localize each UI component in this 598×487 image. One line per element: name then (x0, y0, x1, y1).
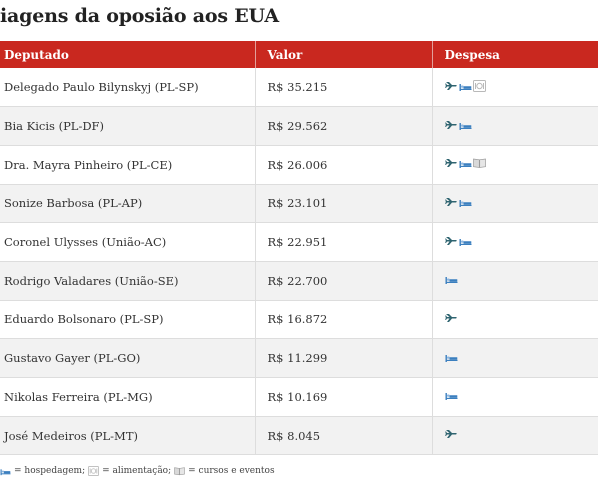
page-title: iagens da oposião aos EUA (0, 5, 279, 27)
expense-icons (444, 119, 472, 131)
bed-icon (459, 196, 472, 208)
plane-icon (444, 157, 458, 169)
cell-deputado: Delegado Paulo Bilynskyj (PL-SP) (0, 68, 256, 108)
expenses-table: Deputado Valor Despesa Delegado Paulo Bi… (0, 41, 598, 456)
cell-valor: R$ 10.169 (255, 377, 433, 417)
plane-icon (444, 235, 458, 247)
table-row: Coronel Ulysses (União-AC) R$ 22.951 (0, 222, 598, 262)
expense-icons (444, 79, 486, 92)
table-row: Delegado Paulo Bilynskyj (PL-SP) R$ 35.21… (0, 68, 598, 108)
cell-deputado: Gustavo Gayer (PL-GO) (0, 338, 256, 378)
cell-despesa (432, 106, 598, 146)
cell-deputado: Sonize Barbosa (PL-AP) (0, 184, 256, 224)
bed-icon (459, 80, 472, 92)
cell-valor: R$ 16.872 (255, 300, 433, 340)
plate-icon (472, 79, 486, 92)
bed-icon (445, 273, 458, 285)
expense-icons (445, 351, 458, 363)
book-icon (174, 466, 185, 476)
cell-despesa (432, 338, 598, 378)
cell-deputado: Coronel Ulysses (União-AC) (0, 222, 256, 262)
table-body: Delegado Paulo Bilynskyj (PL-SP) R$ 35.21… (0, 68, 598, 456)
expense-icons (444, 312, 458, 324)
cell-deputado: José Medeiros (PL-MT) (0, 416, 256, 456)
cell-deputado: Bia Kicis (PL-DF) (0, 106, 256, 146)
bed-icon (459, 119, 472, 131)
book-icon (472, 157, 486, 169)
table-row: Dra. Mayra Pinheiro (PL-CE) R$ 26.006 (0, 145, 598, 185)
legend: = hospedagem; = alimentação; = cursos e … (0, 466, 275, 476)
cell-deputado: Rodrigo Valadares (União-SE) (0, 261, 256, 301)
expense-icons (444, 196, 472, 208)
bed-icon (445, 389, 458, 401)
cell-despesa (432, 145, 598, 185)
column-header-valor[interactable]: Valor (255, 41, 433, 68)
cell-valor: R$ 11.299 (255, 338, 433, 378)
legend-hospedagem: = hospedagem; (14, 466, 86, 476)
expense-icons (444, 235, 472, 247)
cell-deputado: Dra. Mayra Pinheiro (PL-CE) (0, 145, 256, 185)
table-row: José Medeiros (PL-MT) R$ 8.045 (0, 416, 598, 456)
cell-despesa (432, 68, 598, 108)
cell-valor: R$ 23.101 (255, 184, 433, 224)
cell-despesa (432, 222, 598, 262)
table-row: Sonize Barbosa (PL-AP) R$ 23.101 (0, 184, 598, 224)
bed-icon (459, 157, 472, 169)
table-row: Bia Kicis (PL-DF) R$ 29.562 (0, 106, 598, 146)
column-header-despesa[interactable]: Despesa (444, 47, 500, 62)
cell-despesa (432, 300, 598, 340)
table-header-row: Deputado Valor Despesa (0, 41, 598, 68)
plane-icon (444, 312, 458, 324)
cell-valor: R$ 29.562 (255, 106, 433, 146)
expense-icons (444, 157, 486, 169)
expense-icons (445, 389, 458, 401)
cell-valor: R$ 35.215 (255, 68, 433, 108)
plane-icon (444, 196, 458, 208)
table-row: Eduardo Bolsonaro (PL-SP) R$ 16.872 (0, 300, 598, 340)
cell-deputado: Nikolas Ferreira (PL-MG) (0, 377, 256, 417)
bed-icon (0, 466, 11, 476)
cell-despesa (432, 261, 598, 301)
cell-valor: R$ 22.951 (255, 222, 433, 262)
expense-icons (445, 273, 458, 285)
plate-icon (88, 466, 100, 476)
cell-valor: R$ 22.700 (255, 261, 433, 301)
table-row: Nikolas Ferreira (PL-MG) R$ 10.169 (0, 377, 598, 417)
cell-despesa (432, 377, 598, 417)
legend-alimentacao: = alimentação; (102, 466, 172, 476)
cell-valor: R$ 26.006 (255, 145, 433, 185)
cell-despesa (432, 416, 598, 456)
expense-icons (444, 428, 458, 440)
plane-icon (444, 80, 458, 92)
column-header-deputado[interactable]: Deputado (0, 41, 256, 68)
cell-despesa (432, 184, 598, 224)
table-row: Rodrigo Valadares (União-SE) R$ 22.700 (0, 261, 598, 301)
plane-icon (444, 428, 458, 440)
legend-cursos: = cursos e eventos (188, 466, 275, 476)
cell-valor: R$ 8.045 (255, 416, 433, 456)
plane-icon (444, 119, 458, 131)
cell-deputado: Eduardo Bolsonaro (PL-SP) (0, 300, 256, 340)
bed-icon (445, 351, 458, 363)
table-row: Gustavo Gayer (PL-GO) R$ 11.299 (0, 338, 598, 378)
bed-icon (459, 235, 472, 247)
